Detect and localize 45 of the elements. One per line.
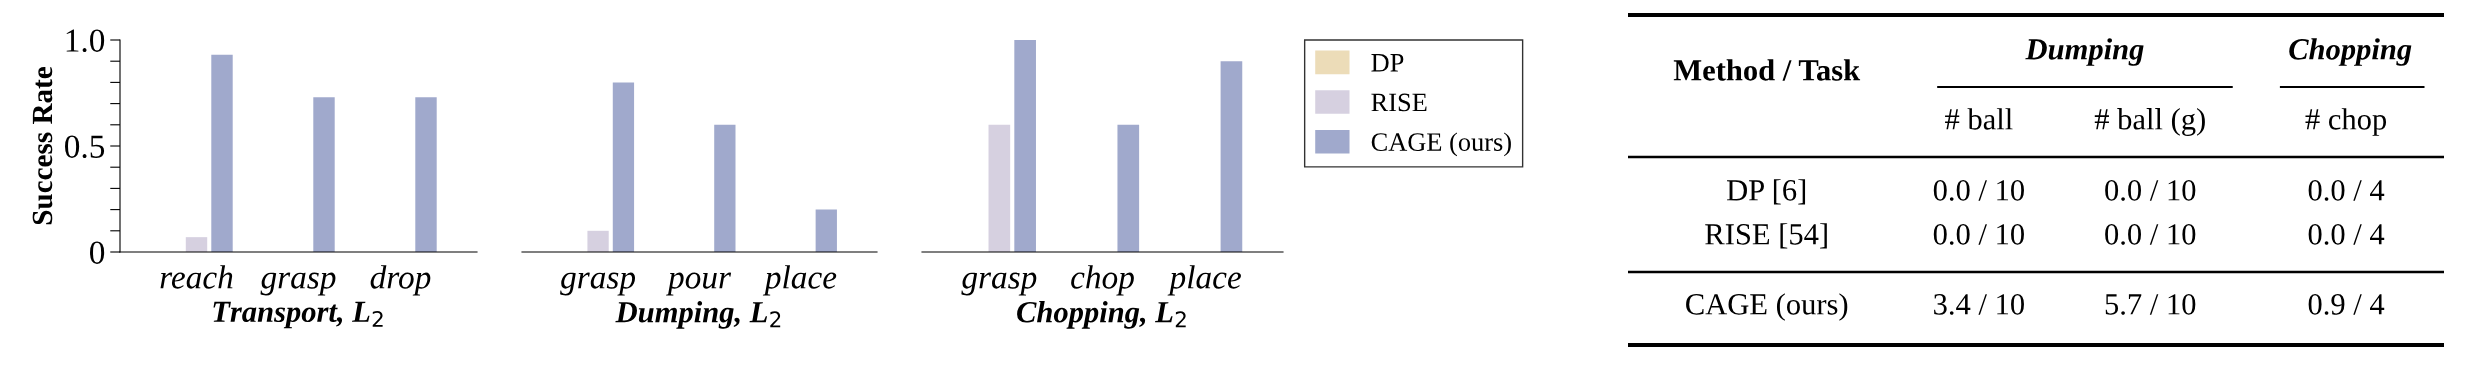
legend-label: CAGE (ours) — [1371, 132, 1511, 157]
bar — [211, 54, 233, 252]
text: CAGE (ours) — [1686, 293, 1848, 321]
text: DP [6] — [1727, 179, 1806, 205]
x-axis-title: Transport, L$_{2}$ — [213, 301, 383, 329]
bar — [415, 97, 437, 252]
text: Method / Task — [1673, 59, 1861, 81]
text: 0.0 / 10 — [1933, 224, 2024, 245]
text: Dumping — [2025, 38, 2144, 66]
text: 5.7 / 10 — [2105, 294, 2196, 315]
text: 0.0 / 10 — [1933, 180, 2024, 201]
text: 0.9 / 4 — [2308, 294, 2385, 315]
x-tick-label: place — [1167, 265, 1241, 296]
text: # ball — [1945, 108, 2013, 130]
bar — [612, 82, 635, 252]
bar — [815, 209, 837, 252]
legend-label: DP — [1371, 54, 1404, 72]
x-tick-label: grasp — [961, 272, 1037, 296]
y-axis-title: Success Rate — [32, 66, 53, 225]
text: 0.0 / 10 — [2105, 180, 2196, 201]
text: # chop — [2305, 108, 2387, 136]
y-tick-label: 0.5 — [65, 135, 105, 159]
text: # ball (g) — [2094, 108, 2205, 136]
x-axis-title: Dumping, L$_{2}$ — [615, 300, 781, 329]
bar — [185, 237, 208, 252]
text: 3.4 / 10 — [1934, 294, 2024, 315]
x-axis-title: Chopping, L$_{2}$ — [1017, 300, 1186, 329]
x-tick-label: grasp — [260, 272, 336, 296]
text: 0.0 / 4 — [2308, 180, 2385, 201]
x-tick-label: place — [762, 265, 837, 296]
y-tick-label: 0 — [90, 241, 105, 264]
bar — [714, 124, 736, 252]
text: RISE [54] — [1705, 223, 1827, 249]
x-tick-label: grasp — [560, 272, 636, 296]
text: 0.0 / 4 — [2308, 224, 2385, 245]
x-tick-label: chop — [1071, 265, 1134, 296]
bar — [313, 97, 335, 252]
x-tick-label: drop — [370, 265, 431, 296]
x-tick-label: reach — [160, 265, 233, 289]
y-tick-label: 1.0 — [66, 29, 105, 53]
text: Chopping — [2289, 38, 2412, 66]
legend-label: RISE — [1371, 93, 1427, 112]
text: 0.0 / 10 — [2105, 224, 2196, 245]
x-tick-label: pour — [666, 272, 732, 296]
bar — [587, 230, 609, 252]
